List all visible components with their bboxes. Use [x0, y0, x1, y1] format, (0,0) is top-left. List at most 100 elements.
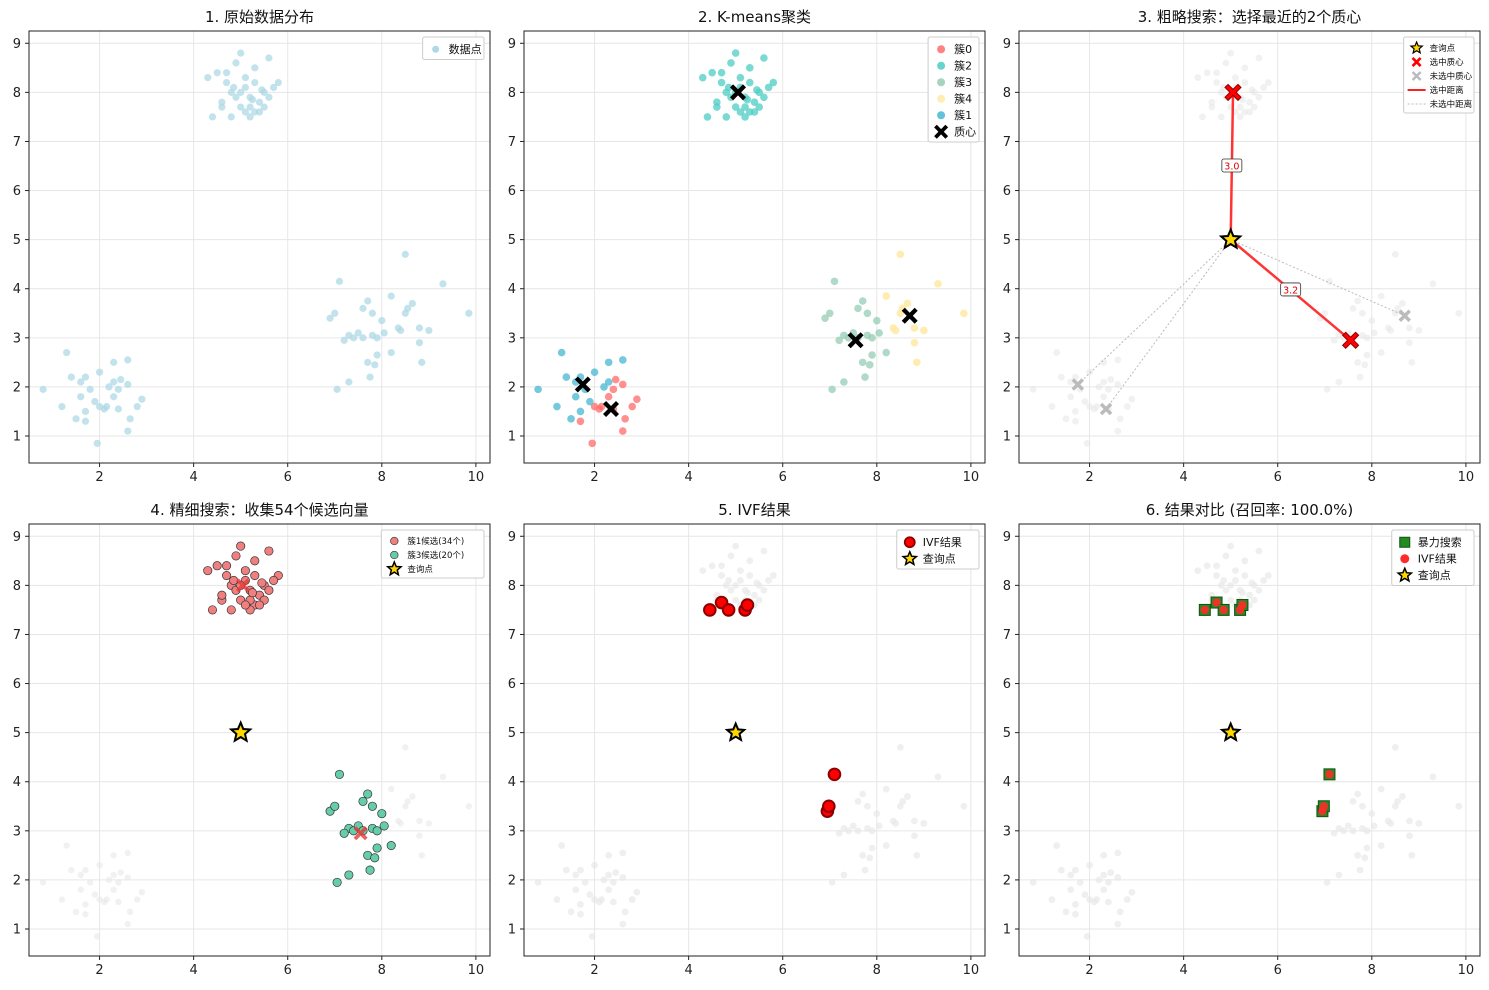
data-point	[255, 108, 264, 116]
faded-point	[91, 891, 99, 898]
cluster-2-point	[769, 78, 778, 87]
faded-point	[840, 871, 848, 879]
x-tick-label: 8	[1368, 963, 1376, 978]
data-point	[371, 361, 379, 369]
faded-point	[619, 874, 627, 881]
faded-point	[1048, 896, 1056, 903]
cluster3-candidate	[365, 865, 375, 875]
legend-label: 簇3候选(20个)	[407, 550, 464, 561]
faded-point	[746, 557, 754, 565]
x-tick-label: 2	[1085, 470, 1093, 485]
cluster-2-point	[753, 86, 761, 94]
data-point	[110, 393, 118, 401]
faded-point	[753, 579, 761, 587]
x-tick-label: 4	[1180, 470, 1188, 485]
faded-point	[1100, 886, 1108, 894]
cluster-0-point	[604, 392, 613, 401]
faded-point	[416, 817, 423, 825]
data-point	[439, 280, 447, 288]
faded-point	[567, 908, 575, 916]
cluster1-centroid	[236, 578, 250, 593]
legend-label: 数据点	[449, 42, 482, 56]
legend-frame	[380, 529, 485, 579]
y-tick-label: 6	[13, 184, 21, 199]
faded-point	[1217, 113, 1225, 121]
y-tick-label: 8	[13, 579, 21, 594]
cluster-2-point	[713, 98, 721, 106]
faded-point	[718, 562, 725, 570]
legend-swatch	[937, 78, 946, 87]
cluster-2-point	[717, 78, 726, 87]
data-point	[246, 113, 254, 121]
faded-point	[439, 773, 447, 781]
faded-point	[1199, 113, 1206, 121]
faded-point	[124, 920, 131, 928]
unselected-distance-line	[1230, 239, 1405, 317]
faded-point	[609, 898, 617, 906]
cluster-3-point	[821, 314, 829, 322]
faded-point	[605, 851, 613, 859]
cluster-1-point	[576, 407, 585, 416]
faded-point	[115, 879, 122, 886]
cluster-1-point	[562, 373, 571, 381]
y-tick-label: 4	[13, 775, 21, 790]
faded-point	[859, 790, 867, 798]
ivf-result-point	[740, 598, 755, 612]
faded-point	[1239, 589, 1246, 597]
cluster3-candidate	[372, 826, 382, 836]
faded-point	[1057, 866, 1065, 874]
panel-title: 1. 原始数据分布	[205, 8, 314, 26]
plot-layer	[39, 49, 473, 447]
centroid-marker	[603, 401, 619, 417]
faded-point	[861, 866, 869, 874]
legend-label: 簇0	[954, 42, 972, 56]
x-tick-label: 2	[590, 963, 598, 978]
faded-point	[835, 829, 843, 837]
faded-point	[1370, 329, 1378, 337]
faded-point	[1354, 297, 1362, 305]
faded-point	[612, 869, 620, 876]
faded-point	[591, 861, 598, 869]
unselected-distance-line	[1077, 239, 1232, 385]
legend-frame	[896, 529, 980, 570]
y-tick-label: 3	[508, 824, 516, 839]
faded-point	[920, 820, 928, 827]
faded-point	[1246, 591, 1253, 599]
faded-point	[1248, 86, 1256, 94]
cluster-2-point	[764, 83, 773, 92]
cluster3-candidate	[332, 877, 342, 887]
faded-point	[619, 920, 627, 928]
faded-point	[1406, 324, 1413, 332]
cluster-0-point	[588, 439, 597, 448]
cluster-3-point	[825, 309, 834, 318]
faded-point	[1116, 415, 1124, 423]
faded-point	[1053, 842, 1061, 849]
x-tick-label: 2	[590, 470, 598, 485]
legend: 数据点	[422, 36, 485, 60]
cluster-4-point	[896, 250, 905, 259]
panel-title: 4. 精细搜索：收集54个候选向量	[150, 501, 368, 519]
legend-label: 簇3	[954, 75, 972, 89]
faded-point	[1408, 358, 1416, 366]
faded-point	[1029, 385, 1037, 393]
data-point	[387, 292, 395, 300]
cluster1-candidate	[240, 566, 250, 576]
faded-point	[732, 581, 740, 589]
data-point	[86, 385, 94, 393]
y-tick-label: 7	[13, 628, 21, 643]
faded-point	[1194, 74, 1202, 82]
faded-point	[1222, 59, 1230, 67]
cluster-4-point	[882, 292, 891, 300]
cluster-3-point	[828, 385, 836, 394]
faded-point	[558, 842, 566, 849]
ivf-result-point	[822, 799, 836, 814]
y-tick-label: 6	[508, 677, 516, 692]
faded-point	[1100, 378, 1108, 386]
legend-label: 簇2	[954, 59, 972, 73]
cluster1-candidate	[240, 600, 250, 610]
faded-point	[866, 854, 874, 862]
data-point	[105, 383, 113, 391]
selected-centroid	[1224, 83, 1242, 102]
